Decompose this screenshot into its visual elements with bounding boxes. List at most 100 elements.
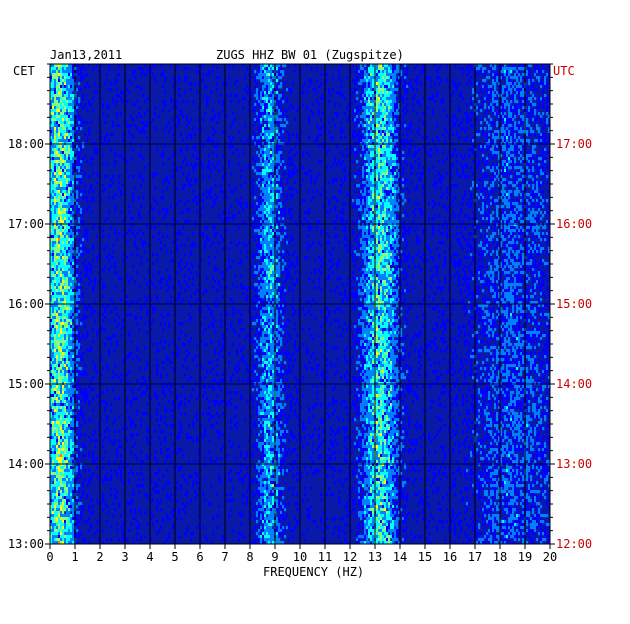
heatmap-cell — [270, 184, 273, 188]
heatmap-cell — [140, 205, 143, 209]
heatmap-cell — [392, 151, 395, 155]
heatmap-cell — [510, 97, 513, 101]
heatmap-cell — [258, 172, 261, 176]
heatmap-cell — [532, 160, 535, 164]
heatmap-cell — [360, 76, 363, 80]
heatmap-cell — [262, 178, 265, 182]
heatmap-cell — [362, 217, 365, 221]
heatmap-cell — [362, 154, 365, 158]
heatmap-cell — [70, 67, 73, 71]
heatmap-cell — [380, 100, 383, 104]
heatmap-cell — [366, 217, 369, 221]
heatmap-cell — [62, 82, 65, 86]
heatmap-cell — [288, 163, 291, 167]
heatmap-cell — [266, 97, 269, 101]
heatmap-cell — [212, 139, 215, 143]
heatmap-cell — [322, 205, 325, 209]
heatmap-cell — [116, 124, 119, 128]
heatmap-cell — [84, 73, 87, 77]
heatmap-cell — [288, 136, 291, 140]
heatmap-cell — [60, 94, 63, 98]
heatmap-cell — [386, 97, 389, 101]
heatmap-cell — [476, 73, 479, 77]
heatmap-cell — [208, 166, 211, 170]
heatmap-cell — [418, 148, 421, 152]
heatmap-cell — [530, 166, 533, 170]
heatmap-cell — [280, 106, 283, 110]
heatmap-cell — [512, 145, 515, 149]
heatmap-cell — [386, 103, 389, 107]
heatmap-cell — [412, 88, 415, 92]
heatmap-cell — [516, 172, 519, 176]
heatmap-cell — [482, 223, 485, 227]
heatmap-cell — [288, 139, 291, 143]
heatmap-cell — [506, 139, 509, 143]
heatmap-cell — [372, 136, 375, 140]
heatmap-cell — [254, 109, 257, 113]
heatmap-cell — [264, 109, 267, 113]
heatmap-cell — [430, 154, 433, 158]
heatmap-cell — [266, 112, 269, 116]
heatmap-cell — [476, 94, 479, 98]
heatmap-cell — [394, 88, 397, 92]
heatmap-cell — [70, 133, 73, 137]
heatmap-cell — [70, 85, 73, 89]
heatmap-cell — [452, 184, 455, 188]
heatmap-cell — [312, 196, 315, 200]
heatmap-cell — [66, 97, 69, 101]
heatmap-cell — [60, 121, 63, 125]
heatmap-cell — [548, 133, 551, 137]
heatmap-cell — [480, 109, 483, 113]
heatmap-cell — [260, 172, 263, 176]
heatmap-cell — [186, 220, 189, 224]
heatmap-cell — [286, 97, 289, 101]
heatmap-cell — [192, 145, 195, 149]
heatmap-cell — [54, 190, 57, 194]
heatmap-cell — [356, 151, 359, 155]
heatmap-cell — [472, 139, 475, 143]
heatmap-cell — [382, 160, 385, 164]
heatmap-cell — [362, 79, 365, 83]
heatmap-cell — [106, 73, 109, 77]
heatmap-cell — [302, 223, 305, 227]
heatmap-cell — [128, 124, 131, 128]
heatmap-cell — [66, 115, 69, 119]
heatmap-cell — [268, 208, 271, 212]
heatmap-cell — [268, 136, 271, 140]
heatmap-cell — [498, 169, 501, 173]
heatmap-cell — [366, 103, 369, 107]
heatmap-cell — [412, 211, 415, 215]
heatmap-cell — [354, 124, 357, 128]
heatmap-cell — [382, 175, 385, 179]
heatmap-cell — [496, 103, 499, 107]
heatmap-cell — [220, 217, 223, 221]
heatmap-cell — [56, 118, 59, 122]
heatmap-cell — [512, 184, 515, 188]
heatmap-cell — [468, 79, 471, 83]
heatmap-cell — [114, 154, 117, 158]
heatmap-cell — [356, 121, 359, 125]
heatmap-cell — [58, 208, 61, 212]
heatmap-cell — [206, 196, 209, 200]
heatmap-cell — [538, 163, 541, 167]
heatmap-cell — [216, 121, 219, 125]
heatmap-cell — [260, 205, 263, 209]
heatmap-cell — [408, 190, 411, 194]
heatmap-cell — [402, 166, 405, 170]
heatmap-cell — [386, 214, 389, 218]
heatmap-cell — [422, 187, 425, 191]
heatmap-cell — [462, 127, 465, 131]
heatmap-cell — [64, 199, 67, 203]
heatmap-cell — [400, 127, 403, 131]
heatmap-cell — [518, 67, 521, 71]
heatmap-cell — [292, 82, 295, 86]
heatmap-cell — [400, 121, 403, 125]
heatmap-cell — [62, 100, 65, 104]
heatmap-cell — [404, 181, 407, 185]
heatmap-cell — [492, 178, 495, 182]
heatmap-cell — [376, 139, 379, 143]
heatmap-cell — [380, 220, 383, 224]
heatmap-cell — [68, 151, 71, 155]
heatmap-cell — [206, 73, 209, 77]
heatmap-cell — [386, 166, 389, 170]
